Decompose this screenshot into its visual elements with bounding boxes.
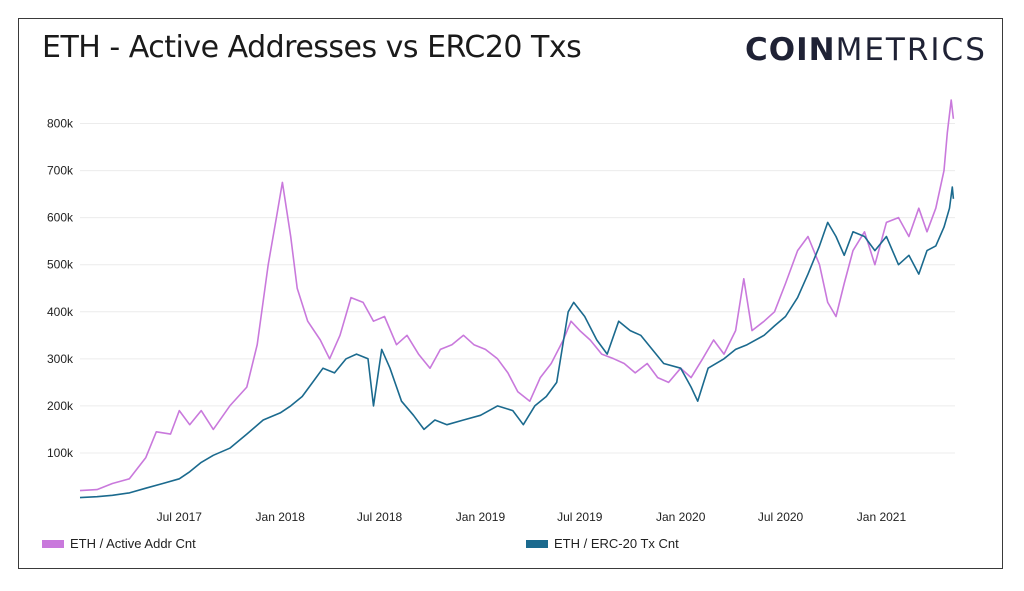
y-tick-label: 700k — [47, 164, 74, 178]
legend-label-active-addr: ETH / Active Addr Cnt — [70, 536, 196, 551]
x-tick-label: Jan 2018 — [256, 510, 306, 524]
y-tick-label: 200k — [47, 399, 74, 413]
x-tick-label: Jan 2021 — [857, 510, 907, 524]
legend-item-erc20-tx: ETH / ERC-20 Tx Cnt — [526, 536, 679, 551]
y-tick-label: 600k — [47, 211, 74, 225]
chart-title: ETH - Active Addresses vs ERC20 Txs — [42, 30, 582, 65]
y-tick-label: 500k — [47, 258, 74, 272]
x-tick-label: Jan 2019 — [456, 510, 506, 524]
legend-swatch-erc20-tx — [526, 539, 548, 548]
coinmetrics-logo: COINMETRICS — [745, 32, 987, 68]
y-tick-label: 400k — [47, 305, 74, 319]
legend-label-erc20-tx: ETH / ERC-20 Tx Cnt — [554, 536, 679, 551]
legend-swatch-active-addr — [42, 539, 64, 548]
x-tick-label: Jul 2018 — [357, 510, 403, 524]
x-tick-label: Jul 2019 — [557, 510, 603, 524]
y-tick-label: 800k — [47, 117, 74, 131]
series-line-erc20-tx — [79, 186, 955, 499]
legend-item-active-addr: ETH / Active Addr Cnt — [42, 536, 196, 551]
x-tick-label: Jul 2020 — [758, 510, 804, 524]
x-tick-label: Jan 2020 — [656, 510, 706, 524]
x-tick-label: Jul 2017 — [157, 510, 203, 524]
logo-bold-text: COIN — [745, 32, 836, 68]
y-tick-label: 300k — [47, 352, 74, 366]
series-line-active-addr — [79, 99, 955, 492]
logo-light-text: METRICS — [835, 32, 987, 68]
y-tick-label: 100k — [47, 446, 74, 460]
